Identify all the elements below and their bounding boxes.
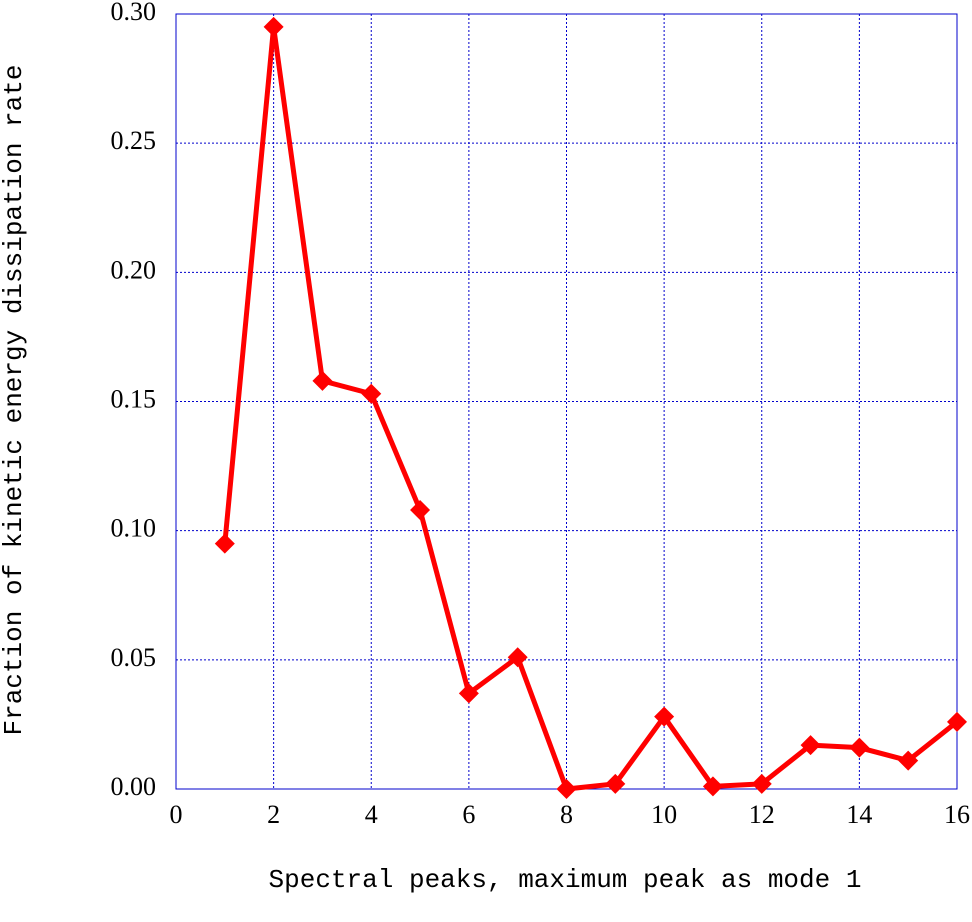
data-point <box>556 779 577 799</box>
data-point <box>312 370 333 391</box>
data-point <box>654 706 675 727</box>
data-point <box>507 647 528 668</box>
data-point <box>898 750 919 771</box>
y-tick-label: 0.00 <box>111 772 157 801</box>
data-point <box>947 711 967 732</box>
y-tick-label: 0.20 <box>111 255 157 284</box>
y-axis-label: Fraction of kinetic energy dissipation r… <box>0 65 29 736</box>
x-tick-label: 16 <box>944 800 970 829</box>
data-point <box>361 383 382 404</box>
x-axis-label: Spectral peaks, maximum peak as mode 1 <box>269 865 862 895</box>
y-tick-label: 0.10 <box>111 514 157 543</box>
data-point <box>605 773 626 794</box>
y-tick-label: 0.30 <box>111 0 157 26</box>
y-tick-label: 0.05 <box>111 643 157 672</box>
data-point <box>849 737 870 758</box>
x-tick-label: 12 <box>749 800 775 829</box>
x-tick-label: 4 <box>365 800 378 829</box>
data-point <box>458 683 479 704</box>
data-point <box>800 735 821 756</box>
y-tick-label: 0.25 <box>111 126 157 155</box>
x-tick-label: 0 <box>170 800 183 829</box>
data-point <box>410 500 431 520</box>
data-point <box>702 776 723 797</box>
data-point <box>263 16 284 37</box>
x-tick-label: 8 <box>560 800 573 829</box>
x-tick-label: 6 <box>462 800 475 829</box>
data-point <box>751 773 772 794</box>
x-tick-label: 10 <box>651 800 677 829</box>
data-point <box>214 533 235 554</box>
x-tick-label: 2 <box>267 800 280 829</box>
x-tick-label: 14 <box>846 800 872 829</box>
data-line <box>222 24 959 792</box>
y-tick-label: 0.15 <box>111 384 157 413</box>
